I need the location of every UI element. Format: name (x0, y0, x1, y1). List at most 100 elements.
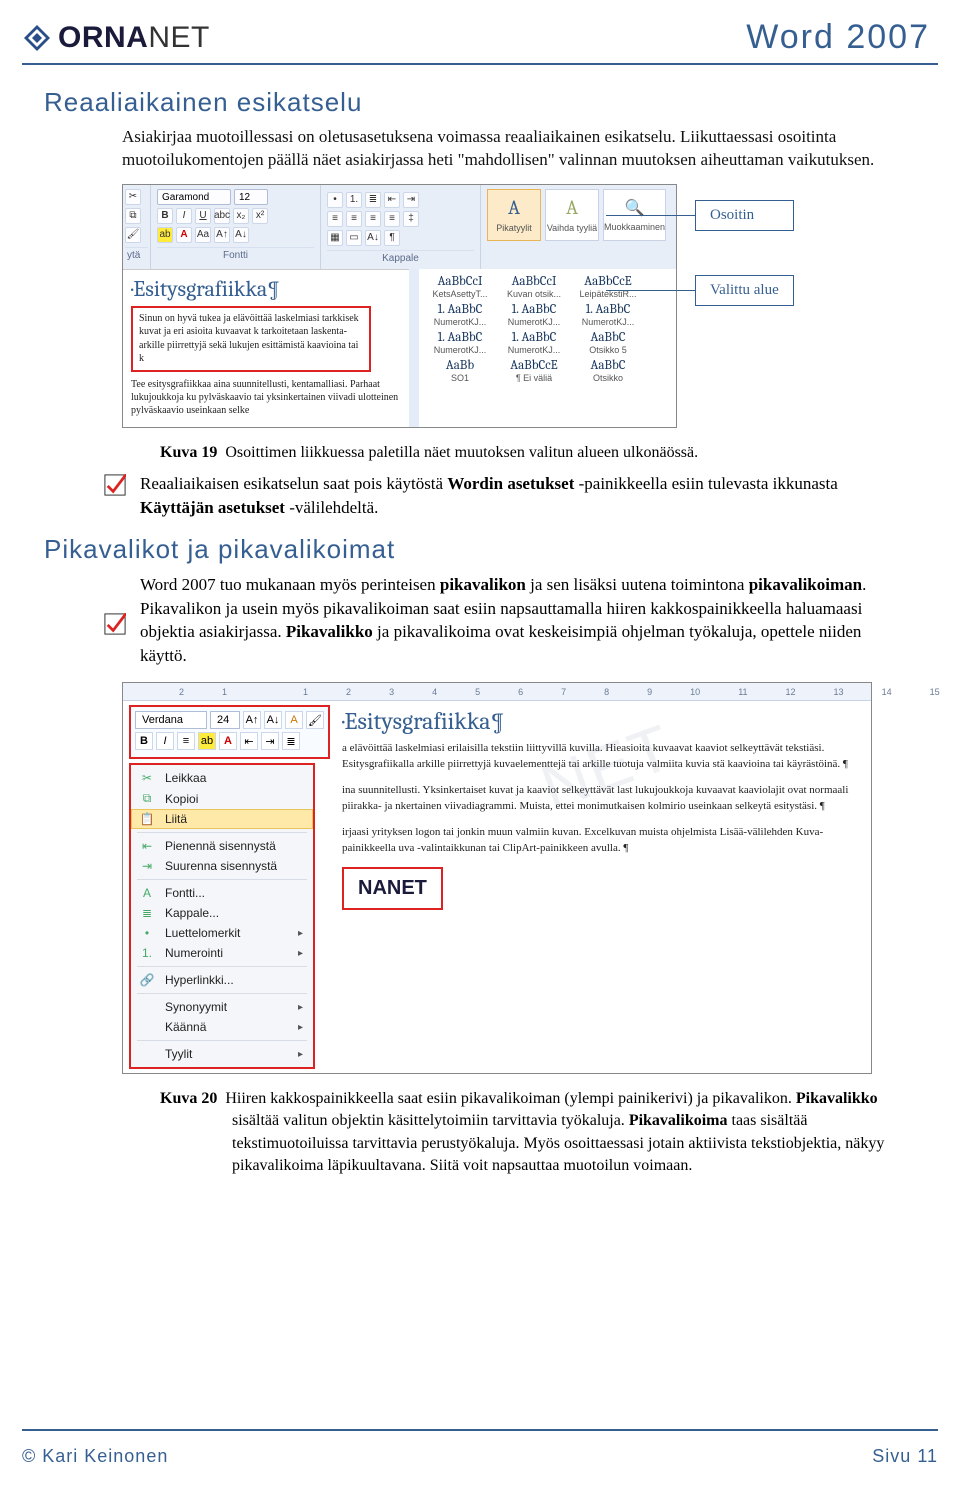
mini-paint-icon[interactable]: 🖌 (306, 711, 324, 729)
menu-item-tyylit[interactable]: Tyylit▸ (131, 1044, 313, 1064)
ribbon-font-group: Garamond 12 B I U abc x₂ x² ab A Aa (151, 185, 321, 269)
footer-copyright: © Kari Keinonen (22, 1446, 168, 1467)
gallery-item[interactable]: 1. AaBbCNumerotKJ... (427, 303, 493, 327)
menu-item-suurenna-sisennyst-[interactable]: ⇥Suurenna sisennystä (131, 856, 313, 876)
mini-style-icon[interactable]: A (285, 711, 303, 729)
menu-item-icon: ≣ (139, 906, 155, 920)
mini-italic-icon[interactable]: I (156, 732, 174, 750)
gallery-item[interactable]: 1. AaBbCNumerotKJ... (575, 303, 641, 327)
mini-font-select[interactable]: Verdana (135, 711, 207, 729)
context-left-column: Verdana 24 A↑ A↓ A 🖌 B I ≡ ab A ⇤ (123, 701, 336, 1073)
mini-bold-icon[interactable]: B (135, 732, 153, 750)
copy-icon[interactable]: ⧉ (125, 208, 141, 224)
gallery-item[interactable]: 1. AaBbCNumerotKJ... (427, 331, 493, 355)
menu-separator (137, 966, 307, 967)
menu-item-pienenn-sisennyst-[interactable]: ⇤Pienennä sisennystä (131, 836, 313, 856)
mini-size-select[interactable]: 24 (210, 711, 240, 729)
sub-icon[interactable]: x₂ (233, 208, 249, 224)
mini-indent-icon[interactable]: ⇥ (261, 732, 279, 750)
editing-label: Muokkaaminen (604, 222, 665, 232)
italic-icon[interactable]: I (176, 208, 192, 224)
group-font-label: Fontti (157, 247, 314, 265)
shading-icon[interactable]: ▦ (327, 230, 343, 246)
indent-icon[interactable]: ⇥ (403, 192, 419, 208)
menu-item-label: Liitä (165, 812, 187, 826)
brand-logo: ORNANET (22, 21, 210, 55)
outdent-icon[interactable]: ⇤ (384, 192, 400, 208)
font-size-select[interactable]: 12 (234, 189, 268, 205)
mini-highlight-icon[interactable]: ab (198, 732, 216, 750)
obscured-doc-title: ·Esitysgrafiikka¶ (342, 707, 861, 735)
mini-bullets-icon[interactable]: ≣ (282, 732, 300, 750)
justify-icon[interactable]: ≡ (384, 211, 400, 227)
styles-gallery[interactable]: AaBbCcIKetsAsettyT... AaBbCcIKuvan otsik.… (419, 269, 676, 427)
align-left-icon[interactable]: ≡ (327, 211, 343, 227)
pilcrow-icon[interactable]: ¶ (384, 230, 400, 246)
borders-icon[interactable]: ▭ (346, 230, 362, 246)
menu-item-icon: ⧉ (139, 791, 155, 806)
menu-item-luettelomerkit[interactable]: •Luettelomerkit▸ (131, 923, 313, 943)
mini-shrink-icon[interactable]: A↓ (264, 711, 282, 729)
gallery-item[interactable]: AaBbCOtsikko 5 (575, 331, 641, 355)
multilevel-icon[interactable]: ≣ (365, 192, 381, 208)
menu-item-label: Luettelomerkit (165, 926, 240, 940)
gallery-item[interactable]: AaBbCOtsikko (575, 359, 641, 383)
mini-center-icon[interactable]: ≡ (177, 732, 195, 750)
case-icon[interactable]: Aa (195, 227, 211, 243)
context-right-column: ·Esitysgrafiikka¶ a elävöittää laskelmia… (336, 701, 871, 1073)
mini-color-icon[interactable]: A (219, 732, 237, 750)
menu-item-synonyymit[interactable]: Synonyymit▸ (131, 997, 313, 1017)
heading-realtime-preview: Reaaliaikainen esikatselu (44, 87, 900, 118)
gallery-item[interactable]: AaBbCcELeipätekstiR... (575, 275, 641, 299)
heading-context-menus: Pikavalikot ja pikavalikoimat (44, 534, 900, 565)
mini-grow-icon[interactable]: A↑ (243, 711, 261, 729)
callout-selection: Valittu alue (695, 275, 794, 306)
grow-icon[interactable]: A↑ (214, 227, 230, 243)
menu-item-liit-[interactable]: 📋Liitä (131, 809, 313, 829)
shrink-icon[interactable]: A↓ (233, 227, 249, 243)
change-styles-button[interactable]: A Vaihda tyyliä (545, 189, 599, 241)
gallery-item[interactable]: 1. AaBbCNumerotKJ... (501, 331, 567, 355)
menu-item-numerointi[interactable]: 1.Numerointi▸ (131, 943, 313, 963)
menu-item-leikkaa[interactable]: ✂Leikkaa (131, 768, 313, 788)
bullets-icon[interactable]: • (327, 192, 343, 208)
menu-item-kopioi[interactable]: ⧉Kopioi (131, 788, 313, 809)
bold-icon[interactable]: B (157, 208, 173, 224)
highlight-icon[interactable]: ab (157, 227, 173, 243)
menu-item-label: Kappale... (165, 906, 219, 920)
gallery-item[interactable]: AaBbCcIKetsAsettyT... (427, 275, 493, 299)
strike-icon[interactable]: abc (214, 208, 230, 224)
ruler: 21123456789101112131415161718 (123, 683, 871, 701)
font-name-select[interactable]: Garamond (157, 189, 231, 205)
align-center-icon[interactable]: ≡ (346, 211, 362, 227)
menu-item-kappale-[interactable]: ≣ Kappale... (131, 903, 313, 923)
underline-icon[interactable]: U (195, 208, 211, 224)
align-right-icon[interactable]: ≡ (365, 211, 381, 227)
gallery-item[interactable]: AaBbCcE¶ Ei väliä (501, 359, 567, 383)
numbering-icon[interactable]: 1. (346, 192, 362, 208)
gallery-item[interactable]: 1. AaBbCNumerotKJ... (501, 303, 567, 327)
context-menu: ✂Leikkaa⧉Kopioi📋Liitä ⇤Pienennä sisennyst… (129, 763, 315, 1069)
group-clipboard-label: ytä (125, 247, 148, 265)
tip-1: Reaaliaikaisen esikatselun saat pois käy… (104, 472, 900, 520)
paint-icon[interactable]: 🖌 (125, 227, 141, 243)
sort-icon[interactable]: A↓ (365, 230, 381, 246)
menu-item-icon: • (139, 926, 155, 940)
menu-item-fontti-[interactable]: AFontti... (131, 883, 313, 903)
gallery-item[interactable]: AaBbCcIKuvan otsik... (501, 275, 567, 299)
menu-item-hyperlinkki-[interactable]: 🔗Hyperlinkki... (131, 970, 313, 990)
font-color-icon[interactable]: A (176, 227, 192, 243)
group-para-label: Kappale (327, 250, 474, 268)
doc-text-2: ina suunnitellusti. Yksinkertaiset kuvat… (342, 783, 861, 815)
ribbon: ✂ ⧉ 🖌 ytä Garamond 12 B I U abc x₂ (123, 185, 676, 269)
menu-item-k-nn-[interactable]: Käännä▸ (131, 1017, 313, 1037)
callout-pointer: Osoitin (695, 200, 794, 231)
caption-19-text: Osoittimen liikkuessa paletilla näet muu… (225, 444, 698, 461)
quick-styles-button[interactable]: A Pikatyylit (487, 189, 541, 241)
menu-item-icon: ⇤ (139, 839, 155, 853)
cut-icon[interactable]: ✂ (125, 189, 141, 205)
linespace-icon[interactable]: ‡ (403, 211, 419, 227)
mini-outdent-icon[interactable]: ⇤ (240, 732, 258, 750)
sup-icon[interactable]: x² (252, 208, 268, 224)
gallery-item[interactable]: AaBbSO1 (427, 359, 493, 383)
